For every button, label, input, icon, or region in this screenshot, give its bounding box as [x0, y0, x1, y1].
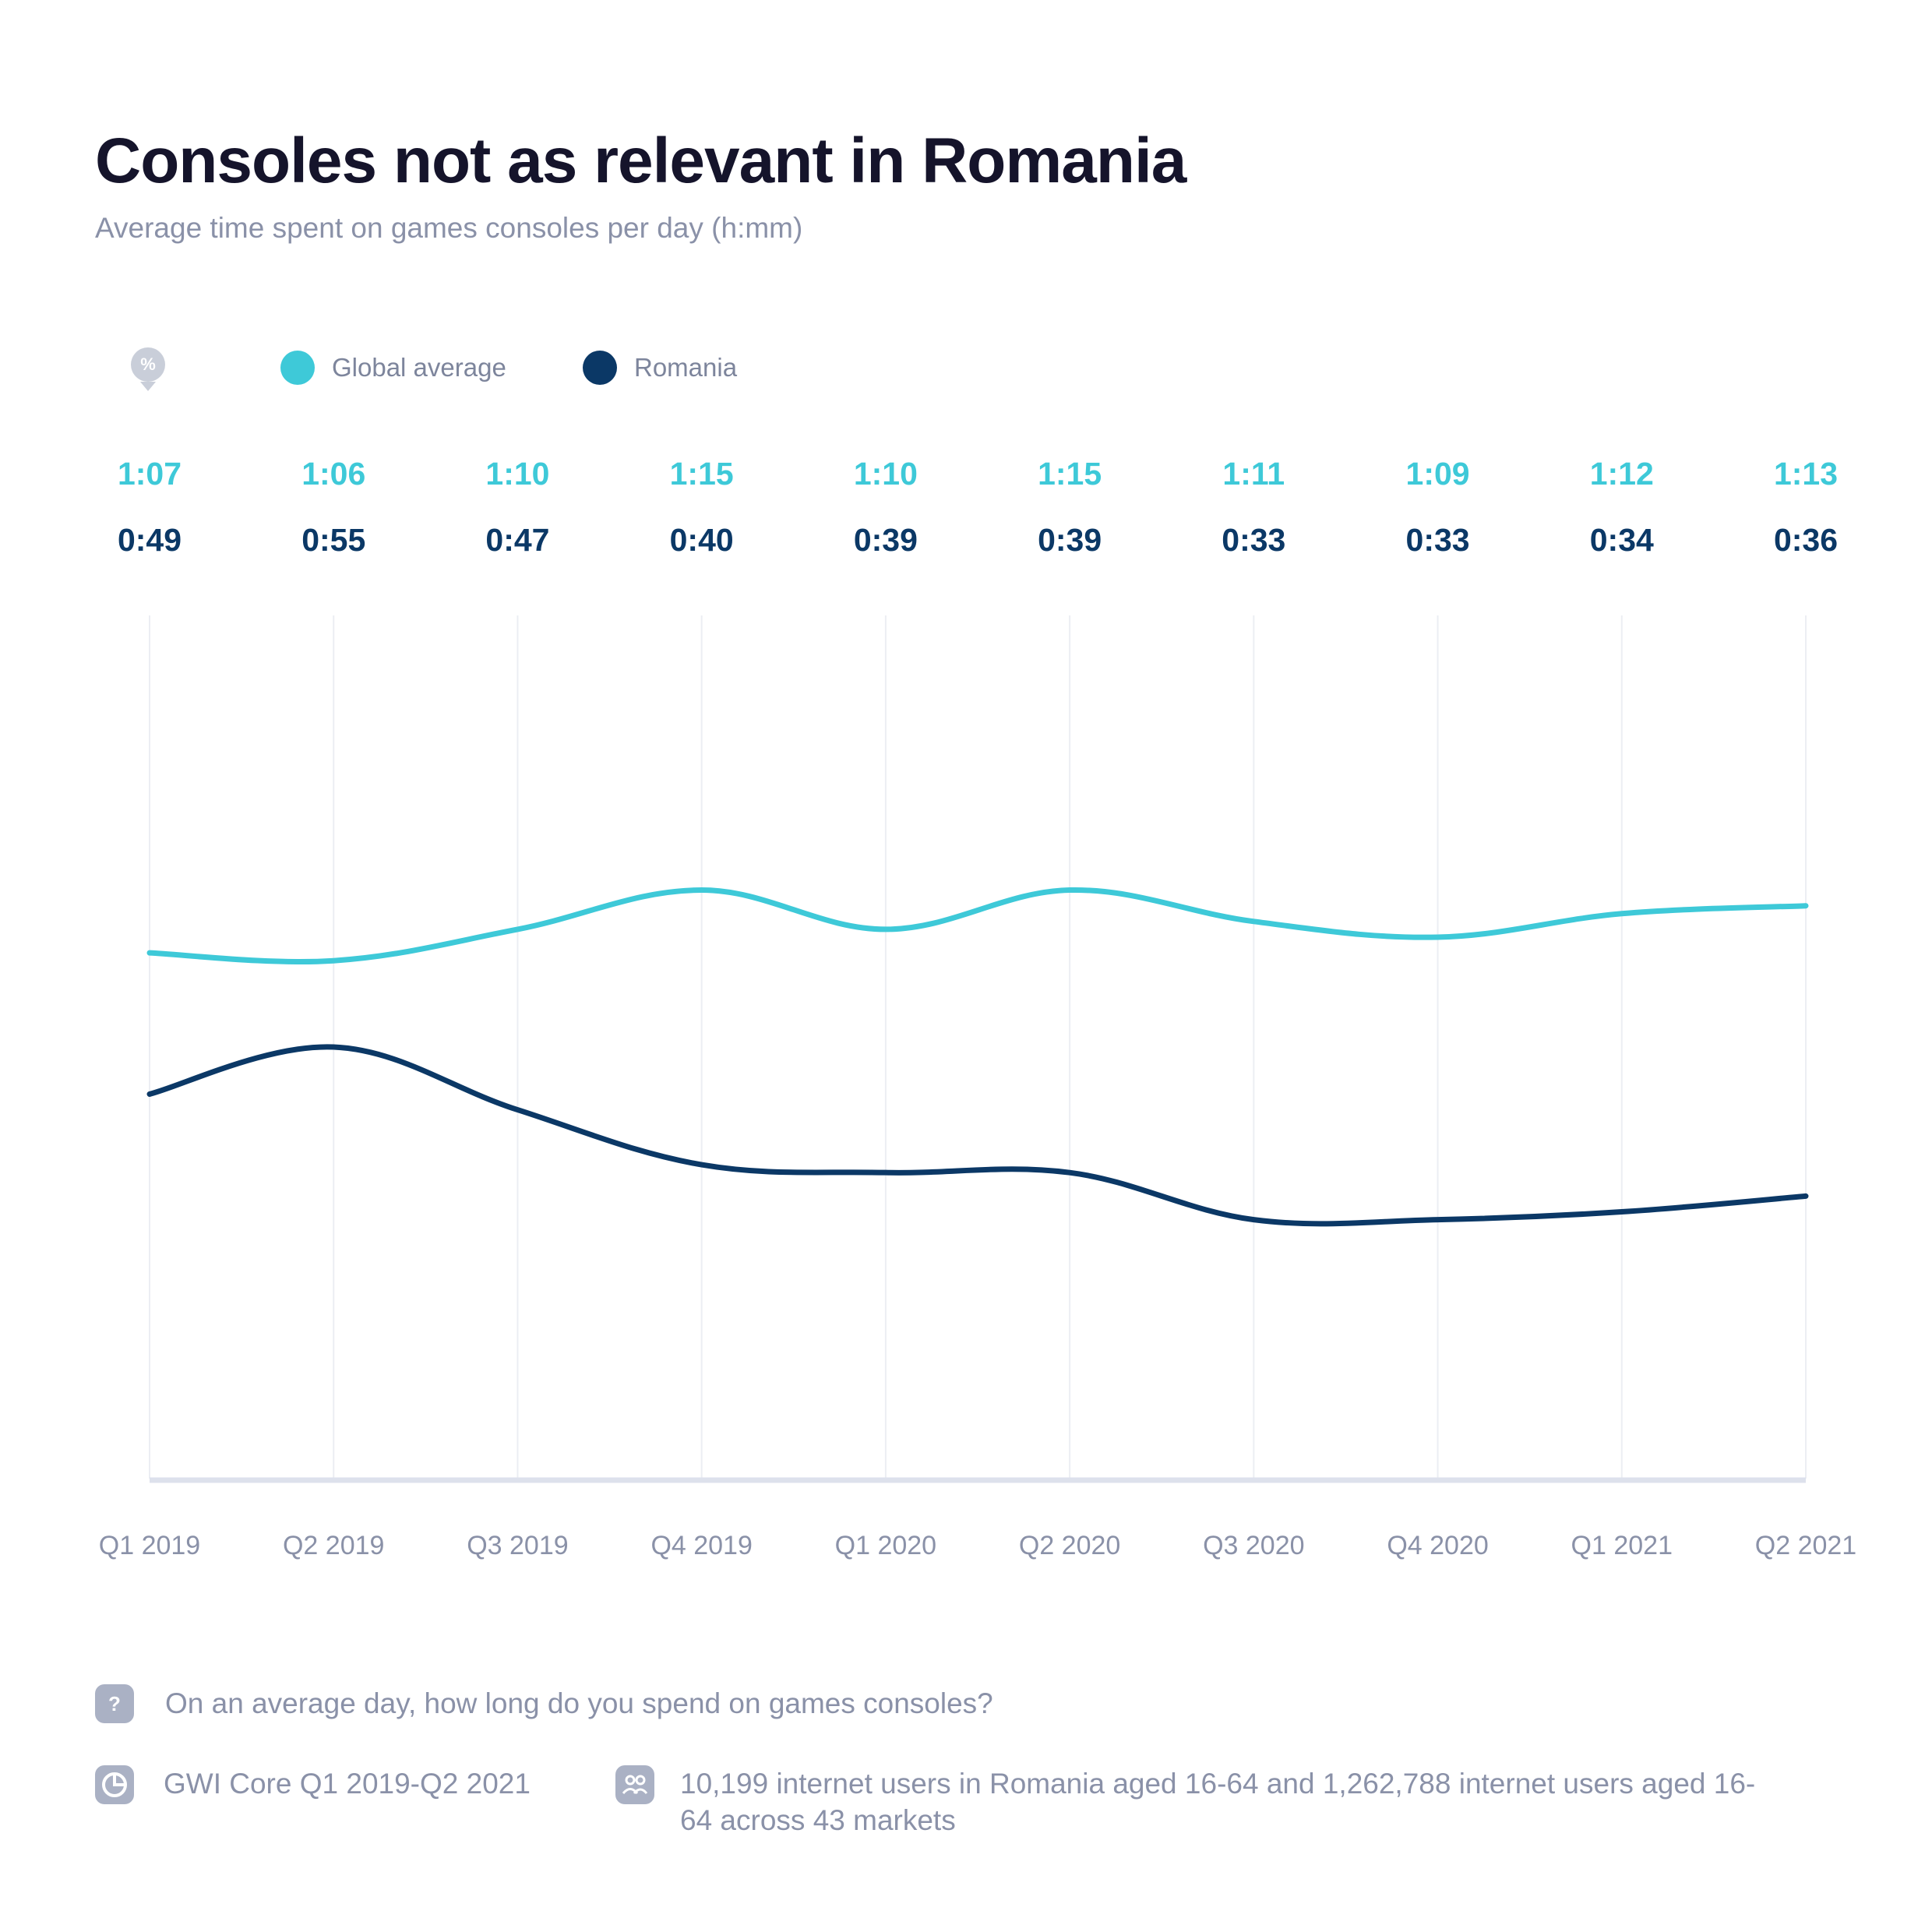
percent-pin-icon[interactable]: %: [131, 347, 165, 391]
users-icon: [615, 1765, 654, 1804]
x-tick-label: Q2 2019: [283, 1531, 384, 1560]
x-tick-label: Q1 2020: [835, 1531, 936, 1560]
data-label: 1:07: [118, 456, 182, 492]
x-tick-label: Q1 2019: [99, 1531, 200, 1560]
x-tick-label: Q3 2020: [1203, 1531, 1304, 1560]
data-label: 0:33: [1222, 522, 1285, 558]
data-label: 1:13: [1774, 456, 1838, 492]
data-label: 0:49: [118, 522, 182, 558]
data-label: 1:09: [1406, 456, 1470, 492]
legend-label-romania: Romania: [634, 353, 738, 382]
data-label: 1:06: [301, 456, 365, 492]
series-line-romania: [146, 1044, 1809, 1227]
data-label: 0:47: [485, 522, 549, 558]
data-label: 0:40: [670, 522, 734, 558]
data-label: 1:15: [670, 456, 734, 492]
question-icon: ?: [95, 1684, 134, 1723]
line-chart: Q1 2019 Q2 2019 Q3 2019 Q4 2019 Q1 2020 Q2 20…: [99, 456, 1856, 1560]
legend-item-global: Global average: [280, 351, 506, 385]
data-label: 0:36: [1774, 522, 1838, 558]
x-tick-label: Q2 2020: [1019, 1531, 1120, 1560]
sample-description: 10,199 internet users in Romania aged 16…: [680, 1768, 1756, 1836]
x-tick-label: Q4 2020: [1387, 1531, 1488, 1560]
data-label: 0:39: [1038, 522, 1102, 558]
data-label: 0:55: [301, 522, 365, 558]
legend-label-global: Global average: [332, 353, 506, 382]
legend-swatch-romania: [583, 351, 617, 385]
survey-question: On an average day, how long do you spend…: [165, 1687, 993, 1719]
data-source: GWI Core Q1 2019-Q2 2021: [164, 1768, 531, 1800]
data-label: 1:12: [1590, 456, 1654, 492]
chart-title: Consoles not as relevant in Romania: [95, 125, 1186, 196]
data-label: 1:15: [1038, 456, 1102, 492]
chart-subtitle: Average time spent on games consoles per…: [95, 212, 803, 244]
x-tick-label: Q4 2019: [650, 1531, 752, 1560]
data-label: 0:34: [1590, 522, 1654, 558]
data-label: 1:11: [1222, 456, 1285, 492]
data-label: 1:10: [854, 456, 918, 492]
data-label: 0:33: [1406, 522, 1470, 558]
legend-swatch-global: [280, 351, 315, 385]
x-tick-label: Q1 2021: [1571, 1531, 1673, 1560]
pie-chart-icon: [95, 1765, 134, 1804]
series-line-global-average: [146, 887, 1809, 964]
x-tick-label: Q3 2019: [467, 1531, 568, 1560]
data-label: 1:10: [485, 456, 549, 492]
data-label: 0:39: [854, 522, 918, 558]
x-tick-label: Q2 2021: [1755, 1531, 1856, 1560]
legend-item-romania: Romania: [583, 351, 737, 385]
